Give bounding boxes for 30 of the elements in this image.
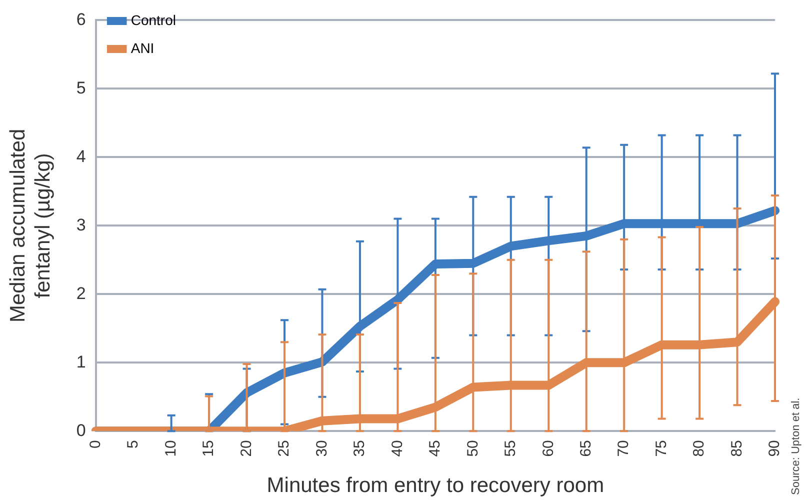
x-tick-label: 65 (577, 440, 594, 457)
y-tick-label: 5 (76, 78, 86, 98)
x-tick-label: 5 (124, 440, 142, 448)
x-tick-label: 70 (615, 440, 632, 457)
y-tick-label: 1 (76, 352, 86, 372)
x-tick-label: 35 (351, 440, 368, 457)
x-tick-label: 25 (276, 440, 293, 457)
x-tick-label: 40 (388, 440, 406, 457)
x-axis-title: Minutes from entry to recovery room (266, 474, 604, 498)
y-tick-label: 3 (76, 215, 86, 234)
x-tick-label: 80 (690, 440, 708, 457)
x-tick-label: 10 (162, 440, 180, 457)
x-tick-label: 75 (652, 440, 670, 457)
y-tick-label: 2 (76, 284, 86, 303)
x-tick-label: 85 (728, 440, 746, 457)
x-tick-label: 50 (464, 440, 482, 457)
x-tick-label: 20 (238, 440, 255, 457)
x-tick-label: 55 (502, 440, 520, 457)
y-axis-title: Median accumulated fentanyl (µg/kg) (6, 128, 55, 323)
x-tick-label: 45 (426, 440, 444, 457)
source-note: Source: Upton et al. (790, 398, 802, 495)
legend-label: Control (130, 12, 176, 28)
x-tick-label: 30 (313, 440, 330, 457)
x-tick-label: 15 (200, 440, 218, 457)
y-tick-label: 6 (76, 10, 86, 29)
x-tick-label: 0 (86, 440, 104, 448)
x-tick-label: 90 (766, 440, 784, 457)
y-tick-label: 4 (76, 146, 86, 166)
x-tick-label: 60 (540, 440, 557, 457)
legend-label: ANI (130, 40, 154, 56)
